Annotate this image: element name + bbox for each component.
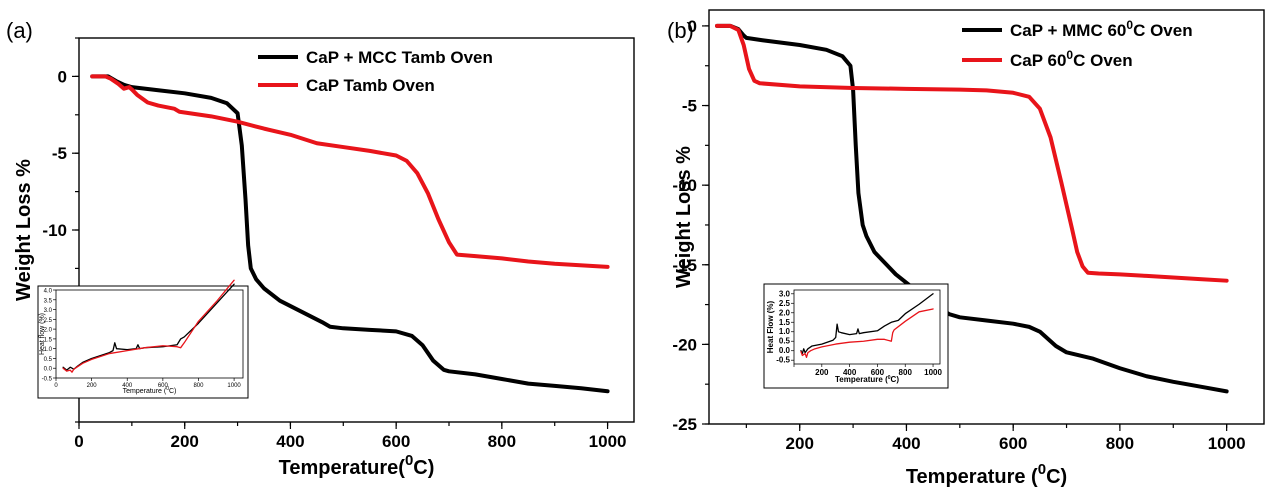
inset-y-tick-label: 2.5 xyxy=(779,299,791,308)
inset-y-axis-title: Heat flow (%) xyxy=(39,313,46,355)
inset-y-tick-label: 0.0 xyxy=(44,367,53,373)
x-tick-label: 1000 xyxy=(1208,434,1246,453)
x-tick-label: 200 xyxy=(786,434,814,453)
inset-y-tick-label: 2.0 xyxy=(779,308,791,317)
inset-y-tick-label: 3.0 xyxy=(44,308,53,314)
inset-series-line-1 xyxy=(800,293,934,355)
inset-chart: 200 400 600 800 1000 -0.50.00.51.01.52.02.53.… xyxy=(763,283,949,389)
inset-frame xyxy=(763,283,949,389)
x-tick-label: 800 xyxy=(488,432,516,451)
legend-label-2: CaP Tamb Oven xyxy=(306,76,435,95)
inset-y-tick-label: -0.5 xyxy=(42,377,53,383)
inset-y-tick-label: 0.5 xyxy=(779,337,791,346)
inset-y-tick-label: 4.0 xyxy=(44,289,53,295)
panel-label: (a) xyxy=(6,18,33,43)
x-tick-label: 600 xyxy=(999,434,1027,453)
inset-x-tick-label: 200 xyxy=(815,368,829,377)
legend-label-1: CaP + MMC 600C Oven xyxy=(1010,18,1193,40)
x-tick-label: 800 xyxy=(1106,434,1134,453)
inset-y-axis-title: Heat Flow (%) xyxy=(766,300,775,353)
x-tick-label: 400 xyxy=(892,434,920,453)
series-line-2 xyxy=(715,23,1229,283)
legend-label-1: CaP + MCC Tamb Oven xyxy=(306,48,493,67)
legend-label-2: CaP 600C Oven xyxy=(1010,48,1133,70)
inset-y-tick-label: 1.5 xyxy=(779,318,791,327)
y-axis-title: Weight Loss % xyxy=(13,159,35,301)
series-line-2 xyxy=(90,74,610,269)
inset-x-tick-label: 1000 xyxy=(227,383,241,389)
inset-y-tick-label: 0.5 xyxy=(44,357,53,363)
inset-plot-frame xyxy=(793,289,941,365)
x-axis-title: Temperature (0C) xyxy=(906,461,1067,488)
x-tick-label: 400 xyxy=(276,432,304,451)
inset-y-tick-label: 2.0 xyxy=(44,328,53,334)
inset-x-axis-title: Temperature (0C) xyxy=(123,386,177,395)
y-axis-title: Weight Loss % xyxy=(673,146,695,288)
x-tick-label: 0 xyxy=(74,432,83,451)
inset-y-tick-label: -0.5 xyxy=(776,356,790,365)
series-line-1 xyxy=(90,74,610,394)
y-tick-label: -20 xyxy=(672,335,697,354)
y-tick-label: -5 xyxy=(682,97,697,116)
x-tick-label: 1000 xyxy=(589,432,627,451)
inset-y-tick-label: 3.5 xyxy=(44,298,53,304)
y-tick-label: -5 xyxy=(52,144,67,163)
inset-chart: 0 200 400 600 800 1000 -0.5 0.0 0.5 1.0 1.5 2.0 2.5 3… xyxy=(37,279,249,399)
x-tick-label: 600 xyxy=(382,432,410,451)
y-tick-label: -25 xyxy=(672,415,697,434)
x-axis-title: Temperature(0C) xyxy=(279,452,435,479)
chart-panel-b: (b) 200 400 600 800 1000 0 -5 -10 -15 -20 -25 Weight… xyxy=(667,9,1265,488)
inset-x-tick-label: 800 xyxy=(899,368,913,377)
y-tick-label: 0 xyxy=(688,17,697,36)
inset-x-tick-label: 1000 xyxy=(924,368,942,377)
y-tick-label: -10 xyxy=(42,221,67,240)
inset-x-tick-label: 200 xyxy=(87,383,98,389)
inset-x-axis-title: Temperature (0C) xyxy=(835,375,899,384)
plot-frame xyxy=(708,9,1265,425)
y-tick-label: 0 xyxy=(58,67,67,86)
inset-y-tick-label: 1.0 xyxy=(779,327,791,336)
inset-x-tick-label: 400 xyxy=(843,368,857,377)
inset-plot-frame xyxy=(55,289,244,379)
inset-x-tick-label: 400 xyxy=(122,383,133,389)
inset-x-tick-label: 600 xyxy=(158,383,169,389)
inset-y-tick-label: 3.0 xyxy=(779,289,791,298)
panel-label: (b) xyxy=(667,18,694,43)
inset-y-tick-label: 1.0 xyxy=(44,347,53,353)
inset-y-tick-label: 0.0 xyxy=(779,346,791,355)
y-tick-label: -10 xyxy=(672,176,697,195)
inset-x-tick-label: 800 xyxy=(193,383,204,389)
inset-x-tick-label: 600 xyxy=(871,368,885,377)
series-line-1 xyxy=(715,23,1229,394)
inset-series-line-2 xyxy=(800,308,934,359)
inset-x-tick-label: 0 xyxy=(54,383,58,389)
inset-series-line-2 xyxy=(62,279,235,373)
inset-y-tick-label: 2.5 xyxy=(44,318,53,324)
inset-y-tick-label: 1.5 xyxy=(44,337,53,343)
x-tick-label: 200 xyxy=(171,432,199,451)
y-tick-label: -15 xyxy=(672,256,697,275)
